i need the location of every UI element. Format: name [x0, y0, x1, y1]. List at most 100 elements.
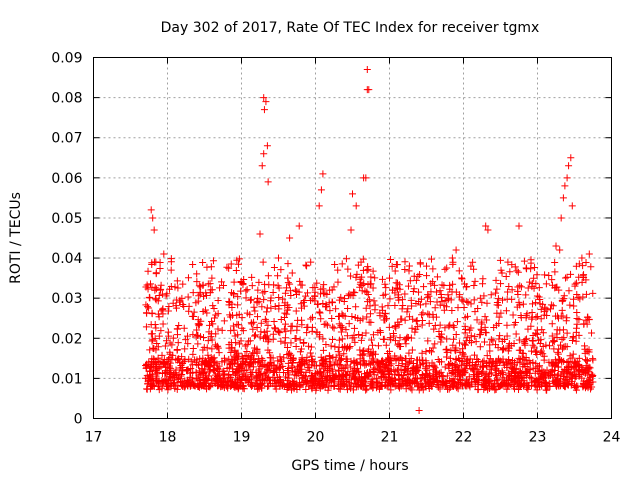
data-point [260, 328, 268, 336]
data-point [573, 279, 581, 287]
data-point [381, 316, 389, 324]
data-point [451, 363, 459, 371]
data-point [152, 270, 160, 278]
data-point [394, 341, 402, 349]
data-point [462, 325, 470, 333]
data-point [430, 363, 438, 371]
data-point [284, 279, 292, 287]
data-point [189, 377, 197, 385]
data-point [199, 346, 207, 354]
data-point [416, 259, 424, 267]
data-point [142, 301, 150, 309]
data-point [542, 280, 550, 288]
data-point [142, 323, 150, 331]
data-point [284, 381, 292, 389]
data-point [341, 363, 349, 371]
data-point [483, 316, 491, 324]
data-point [225, 264, 233, 272]
data-point [307, 343, 315, 351]
data-point [359, 266, 367, 274]
data-point [372, 374, 380, 382]
data-point [578, 367, 586, 375]
data-point [409, 368, 417, 376]
data-point [374, 328, 382, 336]
data-point [317, 315, 325, 323]
data-point [335, 336, 343, 344]
data-point [271, 302, 279, 310]
data-point [209, 257, 217, 265]
data-point [265, 336, 273, 344]
data-point [369, 383, 377, 391]
data-point [411, 328, 419, 336]
data-point [316, 309, 324, 317]
data-point [548, 276, 556, 284]
data-point [213, 365, 221, 373]
data-point [357, 380, 365, 388]
data-point [236, 379, 244, 387]
data-point [329, 323, 337, 331]
data-point [535, 374, 543, 382]
data-point [424, 294, 432, 302]
data-point [190, 308, 198, 316]
data-point [419, 309, 427, 317]
data-point [157, 285, 165, 293]
data-point [494, 301, 502, 309]
data-point [369, 367, 377, 375]
data-point [517, 312, 525, 320]
data-point [336, 385, 344, 393]
data-point [184, 274, 192, 282]
data-point [303, 353, 311, 361]
data-point [558, 297, 566, 305]
data-point [527, 347, 535, 355]
data-point [563, 370, 571, 378]
data-point [409, 371, 417, 379]
data-point [307, 296, 315, 304]
data-point [214, 325, 222, 333]
data-point [424, 310, 432, 318]
data-point [175, 321, 183, 329]
data-point [277, 337, 285, 345]
data-point [253, 345, 261, 353]
data-point [234, 349, 242, 357]
data-point [343, 332, 351, 340]
data-point [388, 262, 396, 270]
data-point [418, 349, 426, 357]
data-point [270, 369, 278, 377]
data-point [512, 365, 520, 373]
data-point [401, 265, 409, 273]
data-point [494, 376, 502, 384]
data-point [330, 361, 338, 369]
data-point [573, 309, 581, 317]
data-point [241, 342, 249, 350]
data-point [227, 260, 235, 268]
data-point [431, 281, 439, 289]
data-point [381, 280, 389, 288]
data-point [303, 378, 311, 386]
data-point [462, 337, 470, 345]
data-point [521, 363, 529, 371]
data-point [146, 294, 154, 302]
data-point [307, 315, 315, 323]
data-point [167, 266, 175, 274]
data-point [342, 255, 350, 263]
data-point [460, 340, 468, 348]
data-point [423, 262, 430, 270]
data-point [335, 371, 343, 379]
data-point [173, 331, 181, 339]
data-point [220, 354, 228, 362]
data-point [427, 255, 435, 263]
data-point [459, 345, 467, 353]
data-point [264, 321, 272, 329]
data-point [425, 370, 433, 378]
data-point [312, 362, 320, 370]
data-point [232, 266, 240, 274]
data-point [548, 320, 556, 328]
data-point [246, 311, 254, 319]
data-point [394, 318, 402, 326]
data-point [408, 346, 416, 354]
data-point [355, 330, 363, 338]
data-point [145, 375, 153, 383]
data-point [203, 309, 211, 317]
data-point [537, 305, 545, 313]
data-point [561, 342, 569, 350]
